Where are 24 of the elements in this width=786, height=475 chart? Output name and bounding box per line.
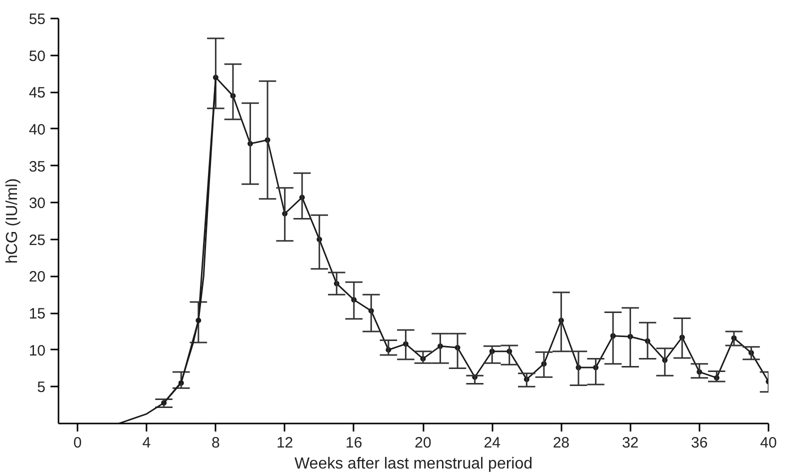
y-tick-label: 40: [28, 121, 46, 138]
y-tick-label: 50: [28, 48, 46, 65]
y-tick-label: 5: [37, 379, 46, 396]
y-tick-label: 45: [28, 84, 46, 102]
y-tick-label: 15: [28, 306, 46, 323]
y-tick-label: 20: [28, 268, 46, 286]
y-tick-label: 10: [28, 342, 46, 360]
x-tick-label: 8: [212, 434, 220, 452]
x-tick-label: 0: [73, 434, 82, 452]
x-tick-label: 40: [760, 434, 777, 452]
x-tick-label: 4: [142, 434, 151, 452]
y-tick-label: 35: [28, 158, 46, 176]
x-axis-title: Weeks after last menstrual period: [294, 456, 533, 472]
y-tick-label: 30: [28, 195, 46, 212]
y-tick-label: 55: [28, 11, 46, 28]
y-tick-label: 25: [28, 232, 46, 249]
y-axis-title: hCG (IU/ml): [4, 178, 21, 264]
x-tick-label: 36: [691, 434, 708, 452]
x-tick-label: 16: [346, 434, 362, 452]
x-tick-label: 32: [622, 434, 639, 452]
x-tick-label: 24: [484, 434, 500, 452]
x-tick-label: 12: [276, 434, 294, 452]
x-tick-label: 28: [552, 434, 570, 452]
x-tick-label: 20: [414, 434, 432, 452]
